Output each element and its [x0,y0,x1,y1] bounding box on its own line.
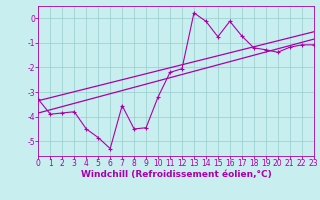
X-axis label: Windchill (Refroidissement éolien,°C): Windchill (Refroidissement éolien,°C) [81,170,271,179]
